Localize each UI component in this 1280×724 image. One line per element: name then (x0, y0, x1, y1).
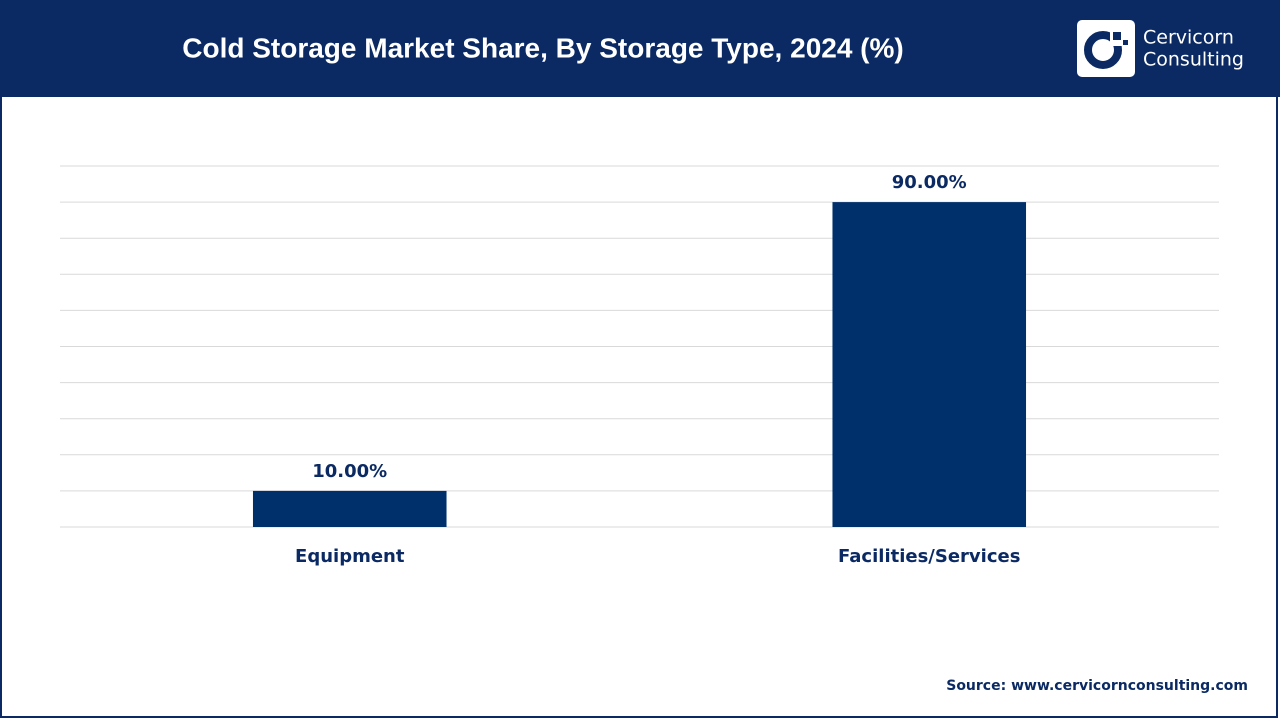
logo-text: Cervicorn (1143, 27, 1234, 49)
x-tick-label: Equipment (295, 546, 405, 567)
chart-title: Cold Storage Market Share, By Storage Ty… (182, 32, 903, 63)
logo-text: Consulting (1143, 49, 1244, 71)
logo-square (1113, 32, 1121, 40)
bar (252, 490, 447, 527)
data-label: 10.00% (312, 461, 387, 482)
source: Source: www.cervicornconsulting.com (946, 678, 1248, 694)
logo-ring (1084, 31, 1122, 69)
header (0, 0, 1280, 97)
logo-square (1123, 40, 1128, 45)
data-label: 90.00% (892, 172, 967, 193)
bar (832, 202, 1027, 527)
x-tick-label: Facilities/Services (838, 546, 1020, 567)
